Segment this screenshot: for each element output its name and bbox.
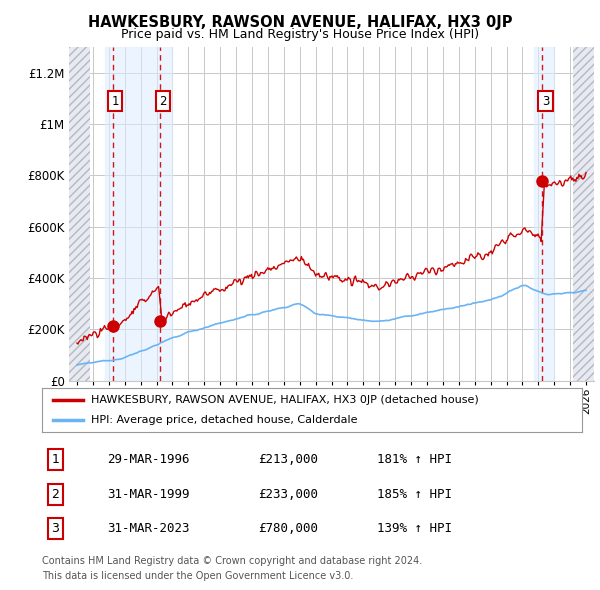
Text: 3: 3 (52, 522, 59, 535)
Text: 29-MAR-1996: 29-MAR-1996 (107, 453, 190, 466)
Text: Price paid vs. HM Land Registry's House Price Index (HPI): Price paid vs. HM Land Registry's House … (121, 28, 479, 41)
Bar (533, 47, 554, 381)
Text: 185% ↑ HPI: 185% ↑ HPI (377, 487, 452, 501)
Text: Contains HM Land Registry data © Crown copyright and database right 2024.: Contains HM Land Registry data © Crown c… (42, 556, 422, 566)
Text: HAWKESBURY, RAWSON AVENUE, HALIFAX, HX3 0JP: HAWKESBURY, RAWSON AVENUE, HALIFAX, HX3 … (88, 15, 512, 30)
Text: HPI: Average price, detached house, Calderdale: HPI: Average price, detached house, Cald… (91, 415, 357, 425)
Text: 181% ↑ HPI: 181% ↑ HPI (377, 453, 452, 466)
Text: 2: 2 (159, 94, 167, 107)
Text: 2: 2 (52, 487, 59, 501)
Text: 1: 1 (52, 453, 59, 466)
Bar (573, 47, 594, 381)
Bar (69, 47, 90, 381)
Text: 1: 1 (112, 94, 119, 107)
Text: HAWKESBURY, RAWSON AVENUE, HALIFAX, HX3 0JP (detached house): HAWKESBURY, RAWSON AVENUE, HALIFAX, HX3 … (91, 395, 478, 405)
Text: 139% ↑ HPI: 139% ↑ HPI (377, 522, 452, 535)
Text: 31-MAR-2023: 31-MAR-2023 (107, 522, 190, 535)
Text: £213,000: £213,000 (258, 453, 318, 466)
Text: 31-MAR-1999: 31-MAR-1999 (107, 487, 190, 501)
Text: £780,000: £780,000 (258, 522, 318, 535)
Text: 3: 3 (542, 94, 549, 107)
Bar (105, 47, 172, 381)
Text: £233,000: £233,000 (258, 487, 318, 501)
Text: This data is licensed under the Open Government Licence v3.0.: This data is licensed under the Open Gov… (42, 571, 353, 581)
